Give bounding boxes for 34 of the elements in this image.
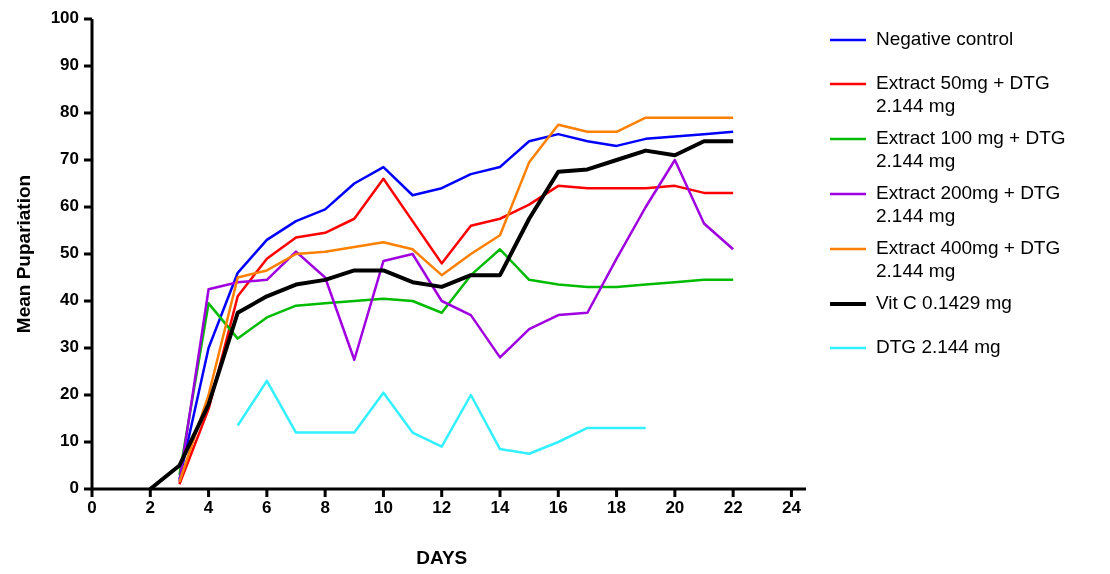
- line-series: [236, 379, 647, 455]
- y-tick-label: 40: [60, 290, 79, 310]
- legend-label: Extract 200mg + DTG 2.144 mg: [876, 182, 1061, 227]
- y-tick-label: 100: [50, 8, 79, 28]
- x-tick-label: 10: [373, 498, 393, 517]
- x-tick-label: 20: [665, 498, 685, 517]
- legend-label: DTG 2.144 mg: [876, 336, 1001, 358]
- x-tick-label: 6: [262, 498, 272, 517]
- x-axis-title: DAYS: [416, 547, 468, 568]
- x-tick-label: 0: [87, 498, 97, 517]
- x-tick-label: 8: [320, 498, 330, 517]
- x-tick-label: 16: [548, 498, 568, 517]
- x-tick-label: 2: [145, 498, 156, 517]
- legend-label: Negative control: [876, 28, 1014, 50]
- x-tick-label: 24: [781, 498, 802, 517]
- y-tick-label: 20: [60, 384, 79, 404]
- x-tick-label: 14: [490, 498, 510, 517]
- x-tick-label: 12: [432, 498, 452, 517]
- x-tick-label: 4: [203, 498, 214, 517]
- x-tick-label: 22: [723, 498, 743, 517]
- y-tick-label: 10: [60, 431, 79, 451]
- x-tick-label: 18: [607, 498, 627, 517]
- y-tick-label: 80: [60, 102, 79, 122]
- y-tick-label: 60: [60, 196, 79, 216]
- y-tick-label: 90: [60, 55, 79, 75]
- y-tick-label: 70: [60, 149, 79, 169]
- legend-label: Extract 100 mg + DTG 2.144 mg: [876, 127, 1066, 172]
- y-axis-title: Mean Pupariation: [13, 174, 34, 334]
- legend-label: Vit C 0.1429 mg: [876, 292, 1012, 314]
- y-tick-label: 50: [60, 243, 79, 263]
- legend-label: Extract 400mg + DTG 2.144 mg: [876, 237, 1061, 282]
- legend-label: Extract 50mg + DTG 2.144 mg: [876, 72, 1050, 117]
- y-tick-label: 0: [69, 478, 79, 498]
- y-tick-label: 30: [60, 337, 79, 357]
